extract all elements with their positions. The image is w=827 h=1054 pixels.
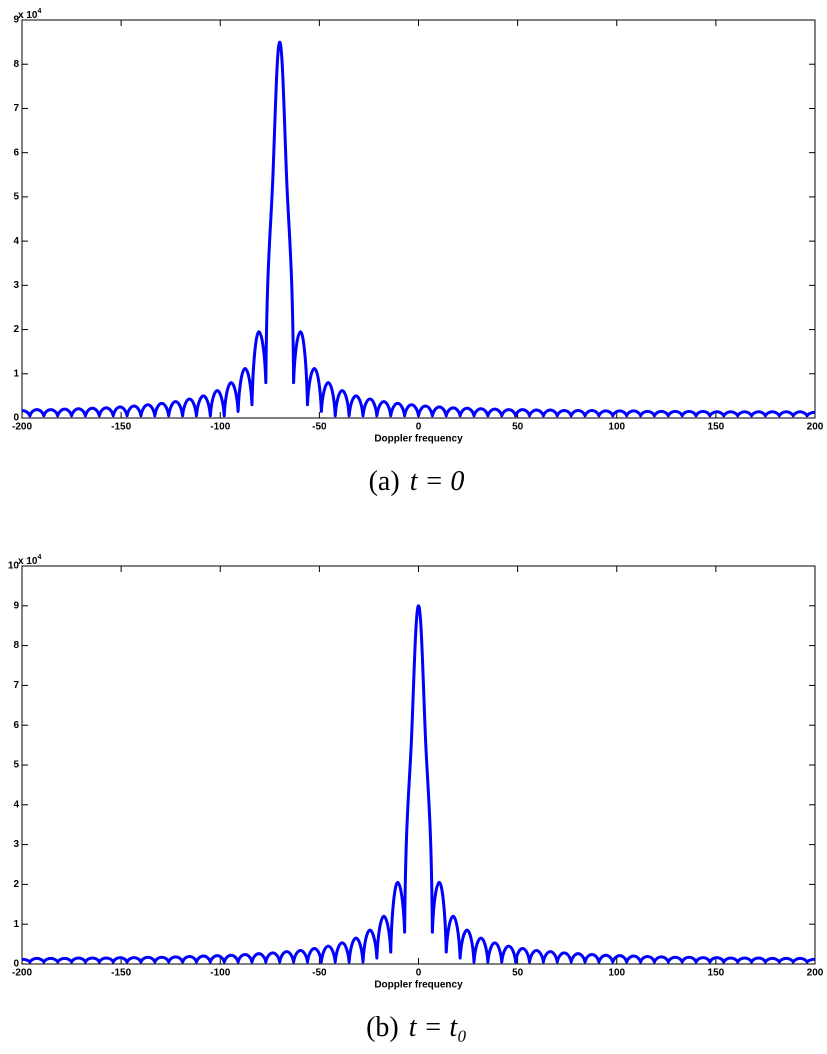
x-tick-label: -200	[12, 968, 32, 979]
y-tick-label: 10	[8, 561, 20, 572]
y-tick-label: 9	[13, 600, 19, 611]
y-tick-label: 3	[13, 280, 19, 291]
plot-frame	[21, 565, 816, 965]
y-tick-label: 3	[13, 839, 19, 850]
y-tick-label: 8	[13, 59, 19, 70]
plot-frame	[21, 19, 816, 419]
x-tick-label: 50	[512, 968, 524, 979]
y-scale-label: x 104	[18, 8, 41, 21]
y-tick-label: 1	[13, 368, 19, 379]
x-tick-label: -150	[111, 968, 131, 979]
x-tick-label: -50	[312, 968, 327, 979]
y-tick-label: 7	[13, 680, 19, 691]
caption-label: (b)	[366, 1012, 399, 1043]
y-tick-label: 2	[13, 324, 19, 335]
caption: (a) t = 0	[369, 466, 465, 497]
x-tick-label: -150	[111, 422, 131, 433]
y-tick-label: 9	[13, 15, 19, 26]
y-tick-label: 7	[13, 103, 19, 114]
y-tick-label: 0	[13, 413, 19, 424]
x-tick-label: 100	[608, 968, 625, 979]
y-tick-label: 2	[13, 879, 19, 890]
x-tick-label: 0	[416, 422, 422, 433]
x-tick-label: 200	[807, 422, 824, 433]
y-tick-label: 1	[13, 919, 19, 930]
x-tick-label: -200	[12, 422, 32, 433]
x-tick-label: -100	[210, 422, 230, 433]
caption-math: t = 0	[410, 466, 465, 497]
x-tick-label: -50	[312, 422, 327, 433]
x-axis-label: Doppler frequency	[374, 434, 463, 445]
x-tick-label: 100	[608, 422, 625, 433]
y-scale-label: x 104	[18, 554, 41, 567]
y-tick-label: 0	[13, 959, 19, 970]
caption-label: (a)	[369, 466, 400, 497]
spectrum-line	[21, 40, 816, 418]
spectrum-line	[21, 604, 816, 964]
y-tick-label: 4	[13, 236, 19, 247]
y-tick-label: 6	[13, 147, 19, 158]
y-tick-label: 5	[13, 760, 19, 771]
x-tick-label: 0	[416, 968, 422, 979]
y-scale-base: x 10	[18, 10, 38, 21]
x-axis-label: Doppler frequency	[374, 980, 463, 991]
x-tick-label: 150	[708, 422, 725, 433]
caption: (b) t = t₀	[366, 1012, 467, 1043]
y-scale-base: x 10	[18, 556, 38, 567]
x-tick-label: -100	[210, 968, 230, 979]
y-tick-label: 6	[13, 720, 19, 731]
x-tick-label: 50	[512, 422, 524, 433]
caption-math: t = t₀	[409, 1012, 467, 1043]
y-scale-exponent: 4	[37, 554, 41, 561]
y-scale-exponent: 4	[37, 8, 41, 15]
y-tick-label: 8	[13, 640, 19, 651]
x-tick-label: 200	[807, 968, 824, 979]
y-tick-label: 5	[13, 192, 19, 203]
x-tick-label: 150	[708, 968, 725, 979]
y-tick-label: 4	[13, 799, 19, 810]
